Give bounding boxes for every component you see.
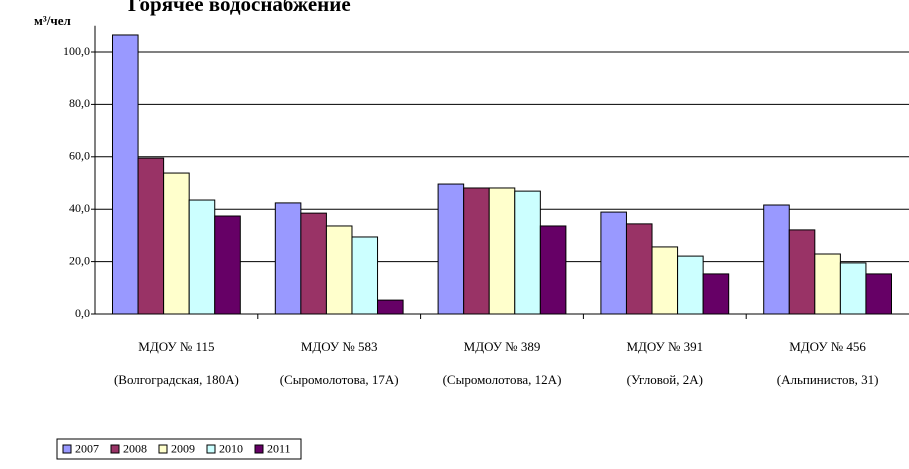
bar [112, 34, 139, 315]
bar [214, 215, 241, 315]
bar [625, 223, 653, 315]
y-tick-label: 100,0 [63, 44, 90, 58]
x-tick-label: МДОУ № 456 [789, 339, 866, 354]
bar [463, 187, 490, 315]
y-tick-label: 40,0 [69, 201, 90, 215]
legend-box [56, 438, 302, 460]
legend-label: 2008 [123, 441, 147, 455]
x-tick-label: (Сыромолотова, 12А) [443, 372, 562, 387]
bar [702, 273, 730, 315]
bar [163, 172, 190, 315]
y-tick-label: 80,0 [69, 96, 90, 110]
bar [600, 211, 627, 315]
bar [377, 299, 404, 315]
x-tick-label: МДОУ № 115 [138, 339, 214, 354]
bar [137, 157, 165, 315]
chart-title: Горячее водоснабжение [128, 0, 351, 16]
x-tick-label: (Сыромолотова, 17А) [280, 372, 399, 387]
bar [437, 183, 465, 315]
x-tick-label: МДОУ № 391 [626, 339, 703, 354]
bar [763, 204, 790, 315]
legend-label: 2009 [171, 441, 195, 455]
legend-swatch [158, 444, 168, 454]
bar [514, 190, 541, 315]
bar [865, 273, 892, 315]
bar [188, 199, 216, 315]
x-tick-label: (Угловой, 2А) [627, 372, 703, 387]
legend-swatch [62, 444, 72, 454]
legend-label: 2007 [75, 441, 99, 455]
bar [677, 255, 704, 315]
bar [651, 246, 679, 315]
y-tick-label: 60,0 [69, 149, 90, 163]
x-tick-label: МДОУ № 583 [301, 339, 378, 354]
y-axis-label: м³/чел [34, 13, 71, 28]
bar [300, 212, 327, 315]
x-tick-label: (Волгоградская, 180А) [114, 372, 239, 387]
bar [539, 225, 567, 315]
legend-label: 2010 [219, 441, 243, 455]
bar [839, 262, 867, 315]
bar [788, 229, 816, 315]
legend-label: 2011 [267, 441, 291, 455]
x-tick-label: МДОУ № 389 [464, 339, 541, 354]
x-tick-label: (Альпинистов, 31) [777, 372, 879, 387]
legend-swatch [110, 444, 120, 454]
legend-swatch [254, 444, 264, 454]
bar [488, 187, 516, 315]
legend-swatch [206, 444, 216, 454]
y-tick-label: 0,0 [75, 306, 90, 320]
bar [814, 253, 841, 315]
y-tick-label: 20,0 [69, 253, 90, 267]
bar [351, 236, 379, 315]
bar [274, 202, 302, 315]
bar [325, 225, 353, 315]
